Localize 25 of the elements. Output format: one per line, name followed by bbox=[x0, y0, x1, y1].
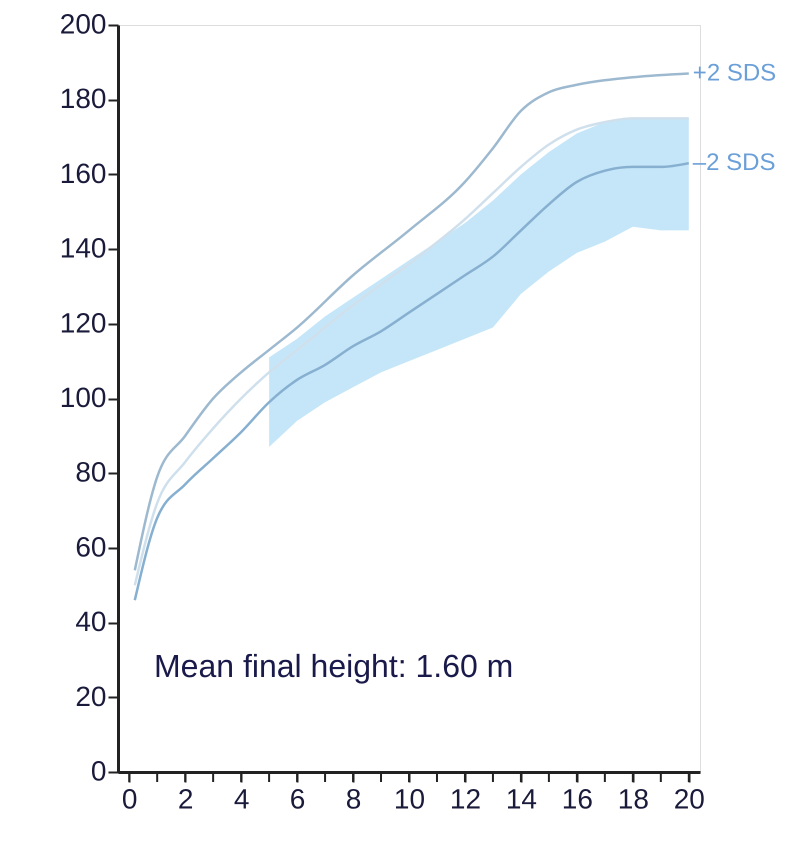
y-tick-label: 60 bbox=[75, 531, 106, 562]
x-tick-label: 12 bbox=[450, 784, 482, 814]
y-tick-label: 180 bbox=[60, 83, 106, 114]
annotation: Mean final height: 1.60 m bbox=[154, 648, 514, 684]
y-tick-label: 0 bbox=[90, 756, 106, 786]
x-tick-label: 10 bbox=[394, 784, 426, 814]
y-tick-label: 40 bbox=[75, 606, 106, 638]
series-label: –2 SDS bbox=[692, 149, 776, 176]
x-tick-label: 0 bbox=[122, 784, 138, 814]
x-tick-label: 8 bbox=[346, 784, 362, 814]
y-tick-label: 120 bbox=[60, 307, 106, 338]
x-tick-label: 20 bbox=[674, 784, 705, 814]
y-tick-label: 100 bbox=[60, 382, 106, 413]
x-tick-label: 2 bbox=[178, 784, 194, 814]
y-tick-label: 140 bbox=[60, 232, 106, 264]
x-tick-label: 6 bbox=[290, 784, 306, 814]
x-tick-label: 14 bbox=[506, 784, 537, 814]
x-tick-label: 16 bbox=[562, 784, 593, 814]
x-tick-label: 4 bbox=[234, 784, 250, 814]
y-tick-label: 160 bbox=[60, 158, 106, 189]
y-tick-label: 20 bbox=[75, 680, 106, 712]
x-tick-label: 18 bbox=[618, 784, 649, 814]
y-tick-label: 200 bbox=[60, 8, 106, 40]
y-tick-label: 80 bbox=[75, 456, 106, 488]
series-label: +2 SDS bbox=[692, 60, 776, 87]
